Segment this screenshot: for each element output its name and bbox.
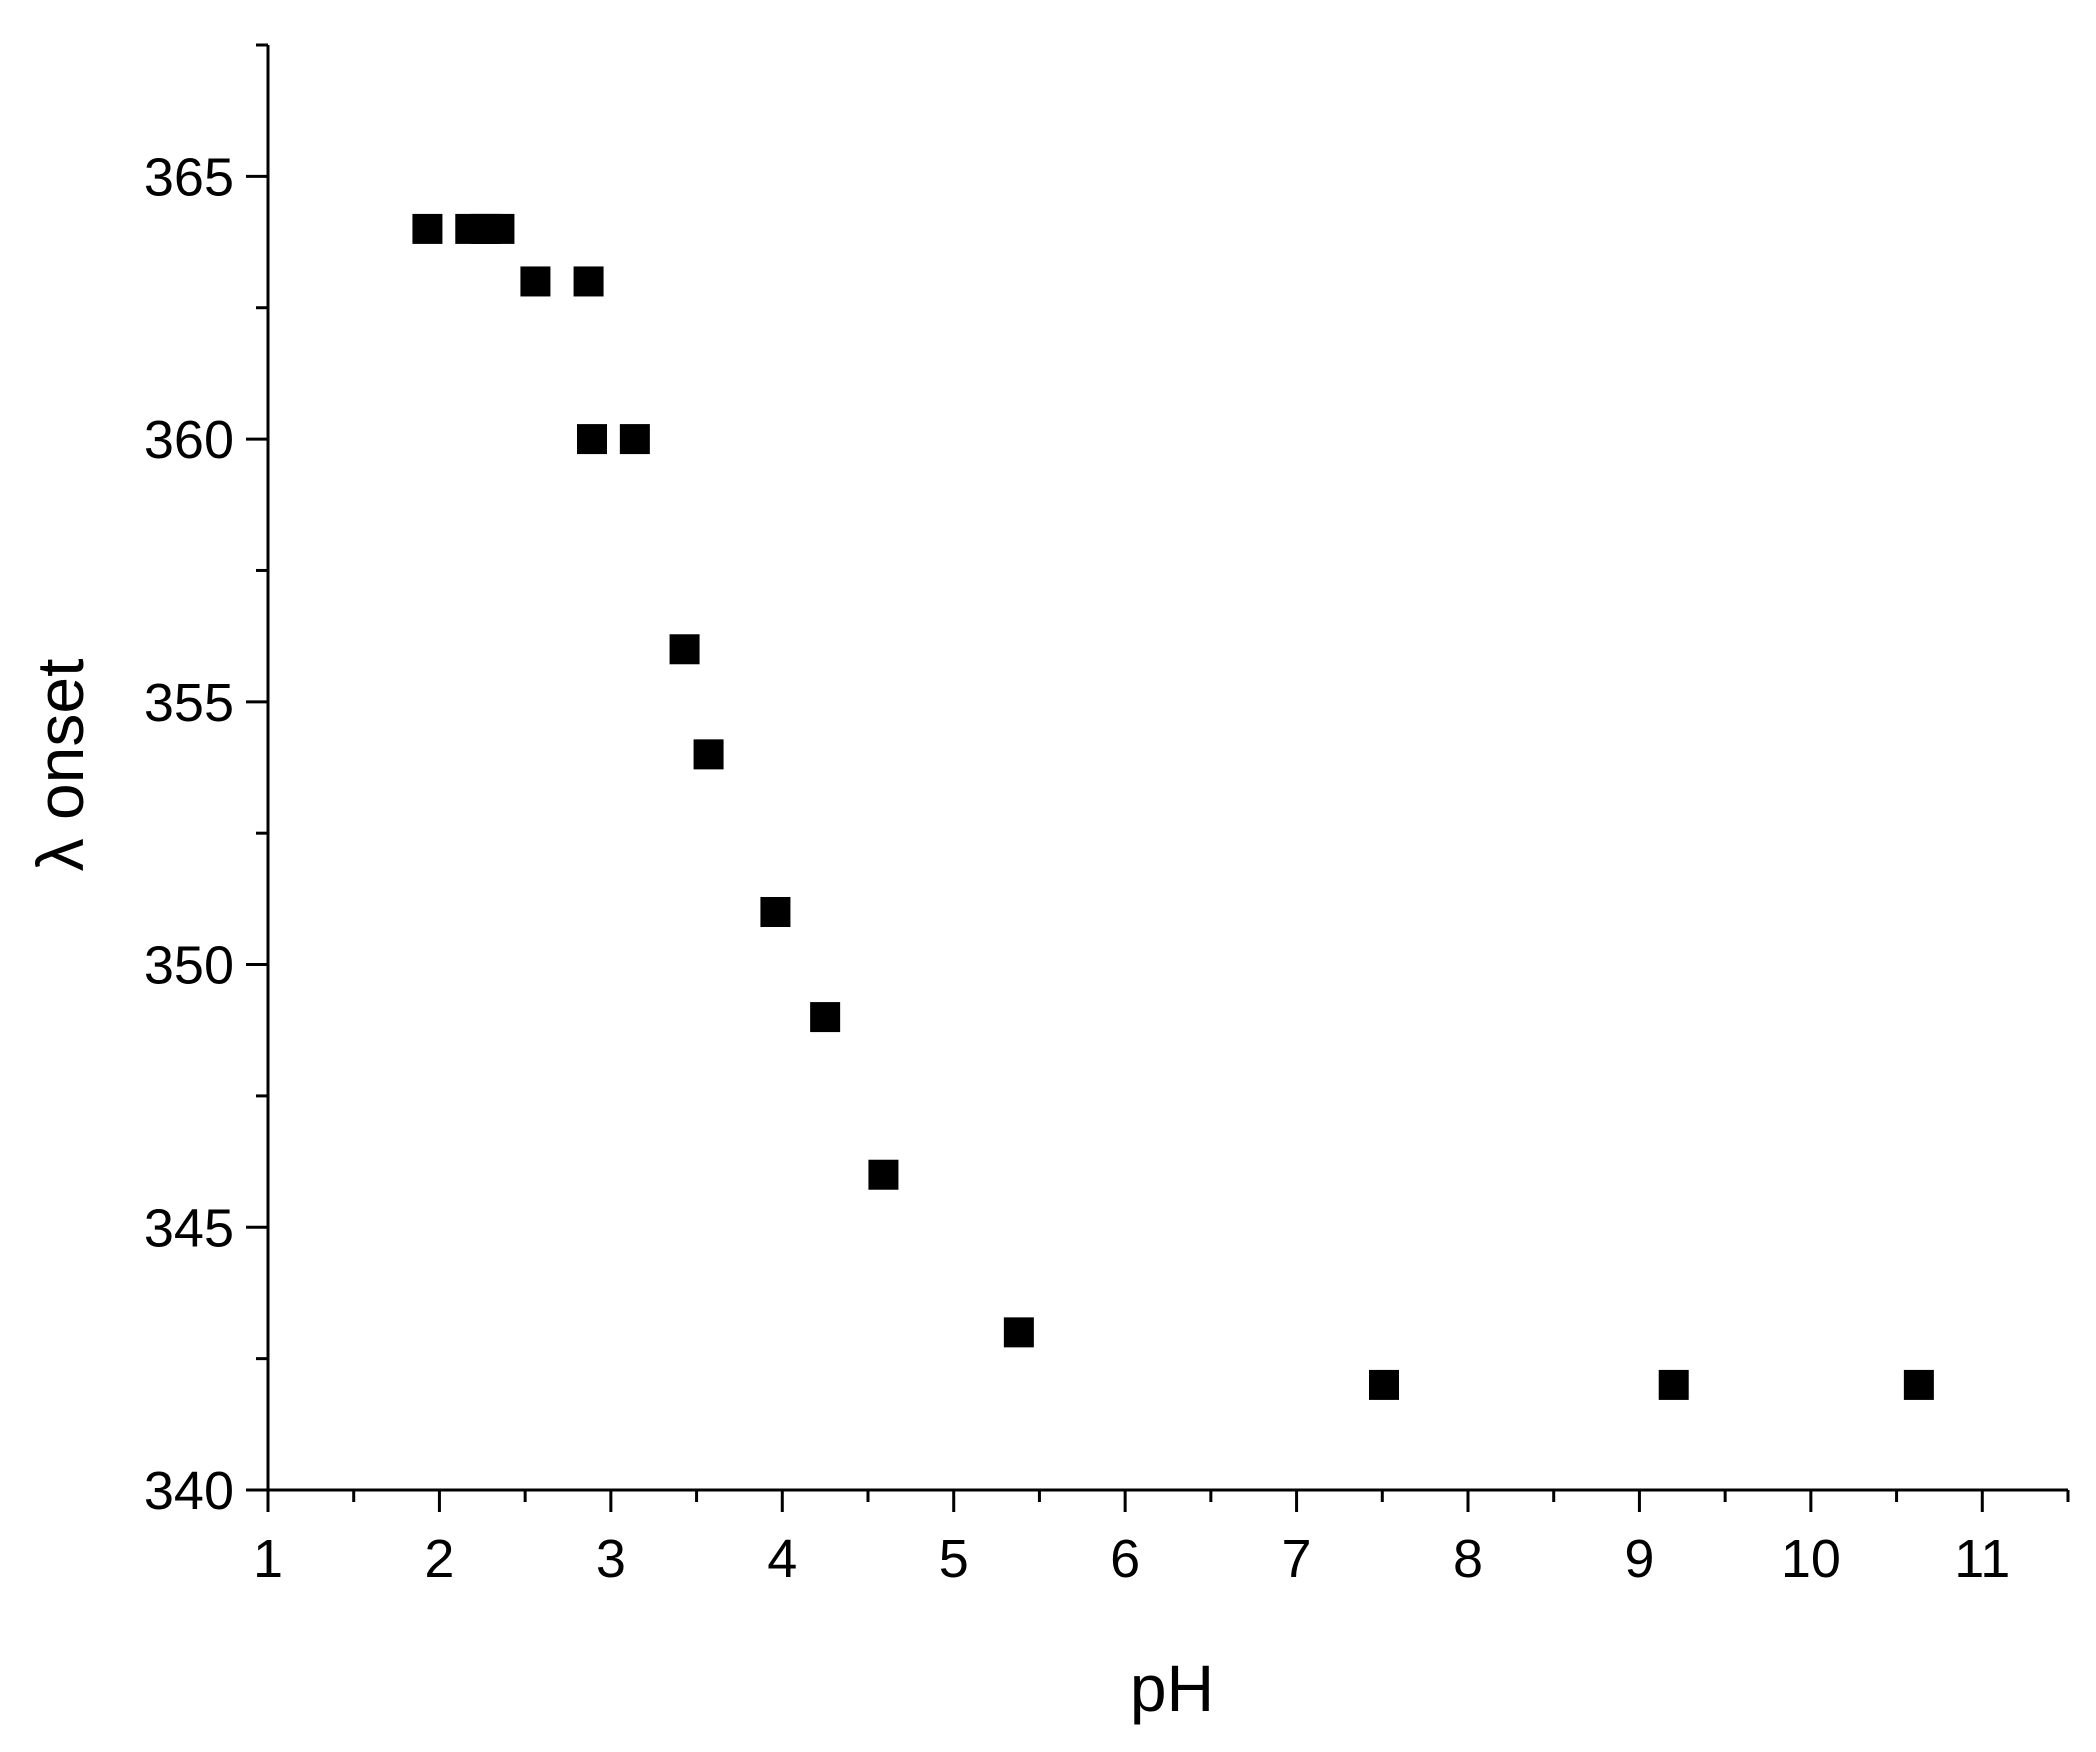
data-point — [1903, 1369, 1934, 1400]
data-point — [484, 213, 515, 244]
data-point — [669, 634, 700, 665]
y-tick-label: 340 — [144, 1461, 234, 1521]
y-tick-label: 350 — [144, 936, 234, 996]
x-tick-label: 7 — [1282, 1529, 1312, 1589]
data-point — [619, 424, 650, 455]
x-tick-label: 1 — [253, 1529, 283, 1589]
x-tick-label: 10 — [1781, 1529, 1841, 1589]
data-point — [412, 213, 443, 244]
y-tick-label: 355 — [144, 673, 234, 733]
data-point — [868, 1159, 899, 1190]
x-tick-label: 11 — [1954, 1529, 2010, 1589]
data-points — [412, 213, 1934, 1400]
data-point — [693, 739, 724, 770]
y-tick-label: 360 — [144, 410, 234, 470]
y-tick-label: 365 — [144, 147, 234, 207]
data-point — [573, 266, 604, 297]
x-tick-label: 9 — [1624, 1529, 1654, 1589]
x-tick-label: 2 — [424, 1529, 454, 1589]
y-axis-ticks: 340 345 350 355 360 365 — [144, 43, 268, 1521]
x-tick-label: 6 — [1110, 1529, 1140, 1589]
y-axis-title: λ onset — [23, 659, 97, 872]
data-point — [577, 424, 607, 455]
data-point — [760, 897, 791, 927]
y-tick-label: 345 — [144, 1198, 234, 1258]
x-tick-label: 3 — [596, 1529, 626, 1589]
x-tick-label: 4 — [767, 1529, 797, 1589]
data-point — [1003, 1317, 1034, 1348]
x-tick-label: 8 — [1453, 1529, 1483, 1589]
data-point — [810, 1002, 841, 1033]
data-point — [1658, 1369, 1689, 1400]
data-point — [520, 266, 551, 297]
x-axis-title: pH — [1130, 1651, 1214, 1725]
axes — [266, 45, 2068, 1492]
data-point — [1369, 1369, 1399, 1400]
x-tick-label: 5 — [939, 1529, 969, 1589]
x-axis-ticks: 1 2 3 4 5 6 7 8 9 10 11 — [253, 1490, 2070, 1589]
